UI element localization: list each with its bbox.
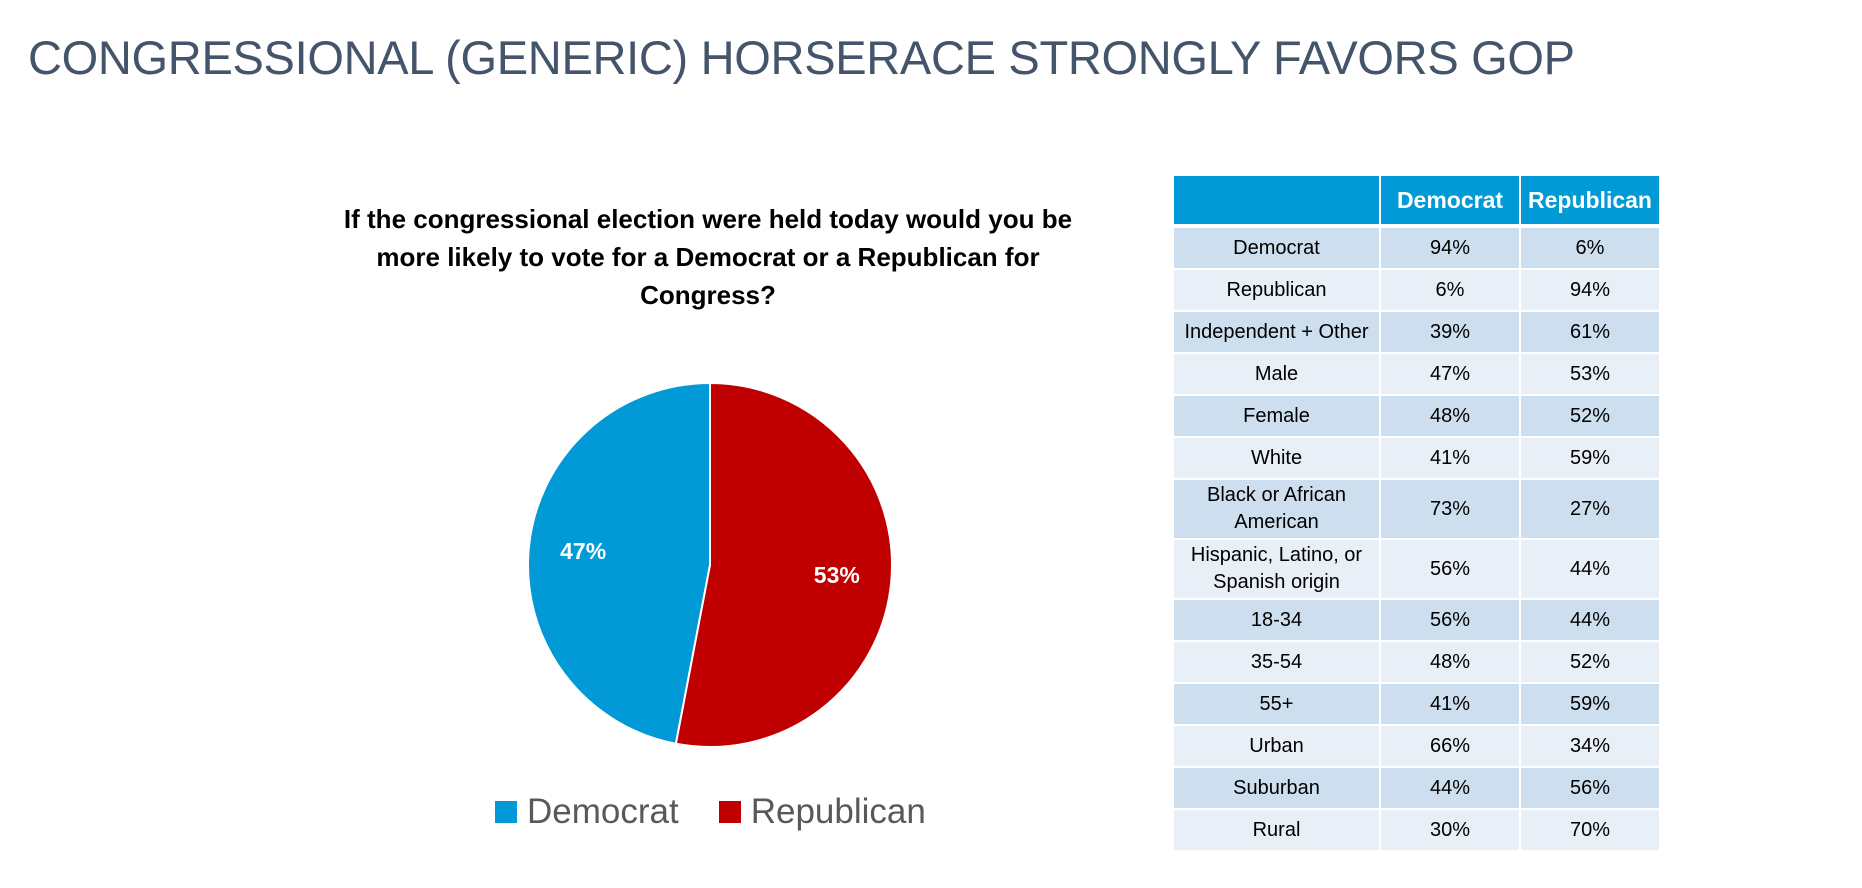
democrat-cell: 30% — [1380, 809, 1521, 852]
table-header-row: Democrat Republican — [1174, 176, 1661, 228]
slide-title: CONGRESSIONAL (GENERIC) HORSERACE STRONG… — [28, 31, 1575, 84]
table-row: Republican 6% 94% — [1174, 269, 1661, 312]
table-row: Suburban 44% 56% — [1174, 767, 1661, 810]
pie-slice-democrat — [527, 381, 711, 745]
table-row: Rural 30% 70% — [1174, 809, 1661, 852]
table-row: Black or African American 73% 27% — [1174, 479, 1661, 540]
pie-slices — [527, 381, 893, 748]
table-row: Democrat 94% 6% — [1174, 226, 1661, 270]
table-row: Hispanic, Latino, or Spanish origin 56% … — [1174, 539, 1661, 600]
table-row: Independent + Other 39% 61% — [1174, 311, 1661, 354]
republican-cell: 56% — [1520, 767, 1661, 810]
democrat-cell: 73% — [1380, 479, 1521, 540]
republican-cell: 61% — [1520, 311, 1661, 354]
republican-cell: 59% — [1520, 683, 1661, 726]
table-row: Male 47% 53% — [1174, 353, 1661, 396]
table-row: White 41% 59% — [1174, 437, 1661, 480]
legend-item-democrat: Democrat — [495, 792, 679, 832]
row-label: White — [1174, 437, 1381, 480]
democrat-cell: 56% — [1380, 539, 1521, 600]
democrat-cell: 47% — [1380, 353, 1521, 396]
header-democrat: Democrat — [1380, 176, 1521, 228]
pie-data-labels: 47% 53% — [560, 538, 860, 588]
pie-slice-republican — [674, 381, 893, 748]
republican-cell: 53% — [1520, 353, 1661, 396]
democrat-cell: 41% — [1380, 683, 1521, 726]
row-label: Male — [1174, 353, 1381, 396]
legend-item-republican: Republican — [718, 792, 926, 832]
democrat-cell: 41% — [1380, 437, 1521, 480]
democrat-cell: 56% — [1380, 599, 1521, 642]
legend-label-democrat: Democrat — [527, 792, 679, 831]
democrat-cell: 66% — [1380, 725, 1521, 768]
pie-label-republican: 53% — [814, 562, 860, 588]
row-label: 18-34 — [1174, 599, 1381, 642]
row-label: Independent + Other — [1174, 311, 1381, 354]
row-label: 55+ — [1174, 683, 1381, 726]
republican-cell: 27% — [1520, 479, 1661, 540]
republican-cell: 44% — [1520, 599, 1661, 642]
republican-cell: 34% — [1520, 725, 1661, 768]
row-label: Black or African American — [1174, 479, 1381, 540]
democrat-cell: 44% — [1380, 767, 1521, 810]
header-blank — [1174, 176, 1381, 228]
legend-swatch-republican — [718, 801, 741, 823]
table-row: Female 48% 52% — [1174, 395, 1661, 438]
row-label: Democrat — [1174, 226, 1381, 270]
row-label: Urban — [1174, 725, 1381, 768]
row-label: Rural — [1174, 809, 1381, 852]
table-row: Urban 66% 34% — [1174, 725, 1661, 768]
democrat-cell: 39% — [1380, 311, 1521, 354]
pie-label-democrat: 47% — [560, 538, 606, 564]
democrat-cell: 48% — [1380, 641, 1521, 684]
row-label: Suburban — [1174, 767, 1381, 810]
legend-swatch-democrat — [495, 801, 517, 823]
table-row: 18-34 56% 44% — [1174, 599, 1661, 642]
table-row: 55+ 41% 59% — [1174, 683, 1661, 726]
republican-cell: 52% — [1520, 641, 1661, 684]
chart-legend: Democrat Republican — [495, 792, 926, 832]
republican-cell: 59% — [1520, 437, 1661, 480]
republican-cell: 70% — [1520, 809, 1661, 852]
table-row: 35-54 48% 52% — [1174, 641, 1661, 684]
header-republican: Republican — [1520, 176, 1661, 228]
pie-chart: 47% 53% — [527, 381, 893, 748]
row-label: Republican — [1174, 269, 1381, 312]
democrat-cell: 6% — [1380, 269, 1521, 312]
chart-title: If the congressional election were held … — [343, 204, 1073, 310]
democrat-cell: 48% — [1380, 395, 1521, 438]
democrat-cell: 94% — [1380, 226, 1521, 270]
legend-label-republican: Republican — [750, 792, 926, 831]
crosstab-table: Democrat Republican Democrat 94% 6% Repu… — [1174, 176, 1661, 852]
row-label: Female — [1174, 395, 1381, 438]
republican-cell: 94% — [1520, 269, 1661, 312]
row-label: 35-54 — [1174, 641, 1381, 684]
republican-cell: 44% — [1520, 539, 1661, 600]
republican-cell: 6% — [1520, 226, 1661, 270]
republican-cell: 52% — [1520, 395, 1661, 438]
row-label: Hispanic, Latino, or Spanish origin — [1174, 539, 1381, 600]
